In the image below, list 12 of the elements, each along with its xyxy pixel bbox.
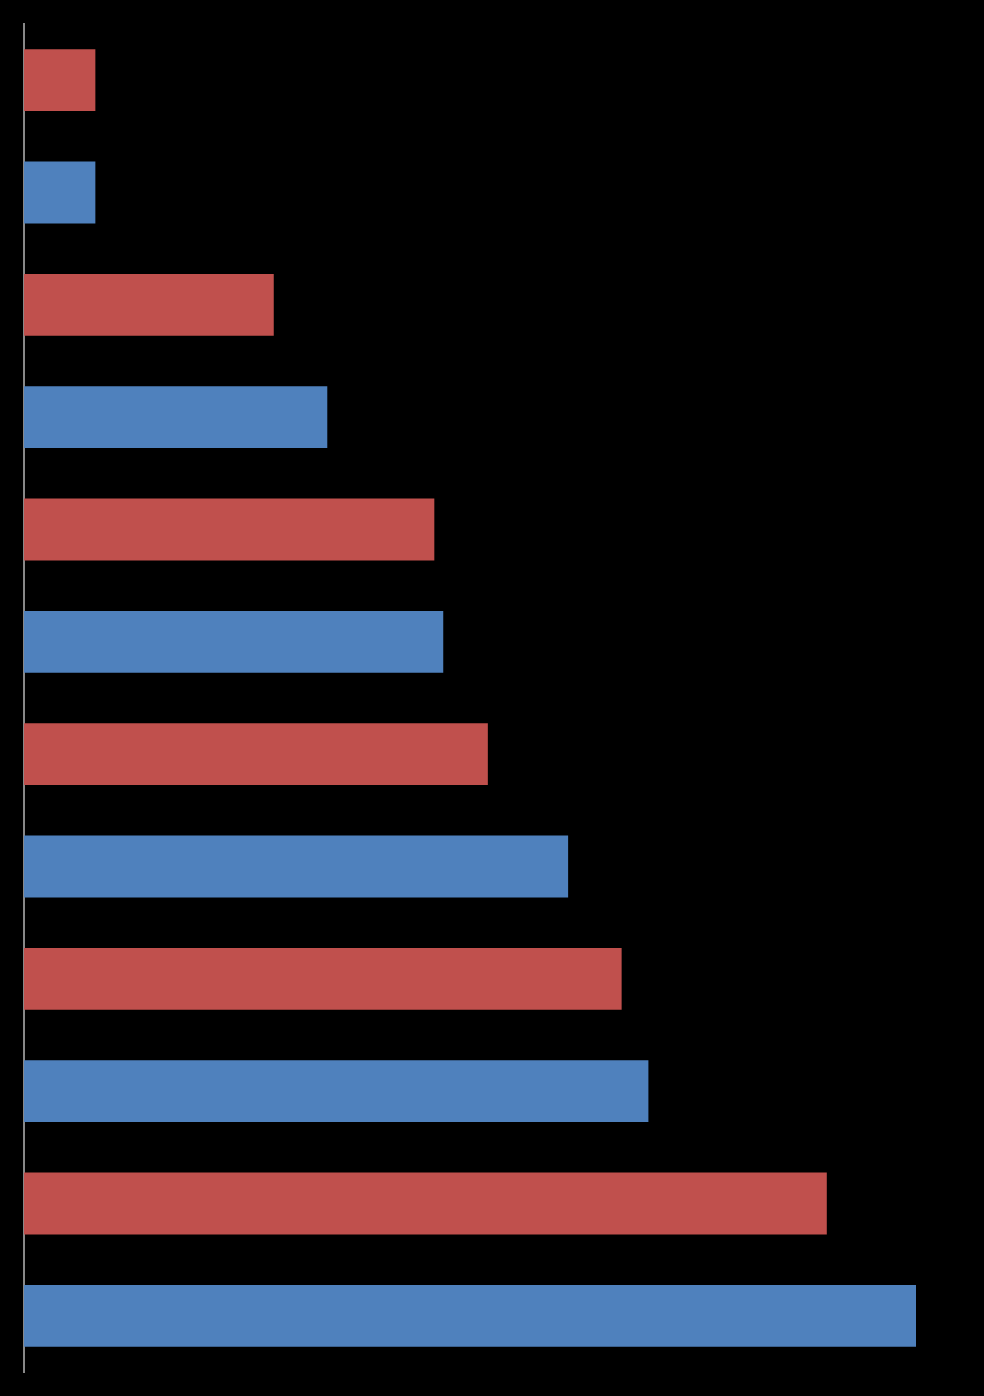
bar — [24, 1284, 916, 1347]
bar — [24, 386, 328, 449]
bar — [24, 49, 96, 112]
bar — [24, 498, 435, 561]
bar — [24, 947, 622, 1010]
bar — [24, 610, 444, 673]
bar — [24, 161, 96, 224]
bar — [24, 273, 274, 336]
bar — [24, 1060, 649, 1123]
bar — [24, 723, 488, 786]
bar — [24, 1172, 827, 1235]
bar — [24, 835, 569, 898]
